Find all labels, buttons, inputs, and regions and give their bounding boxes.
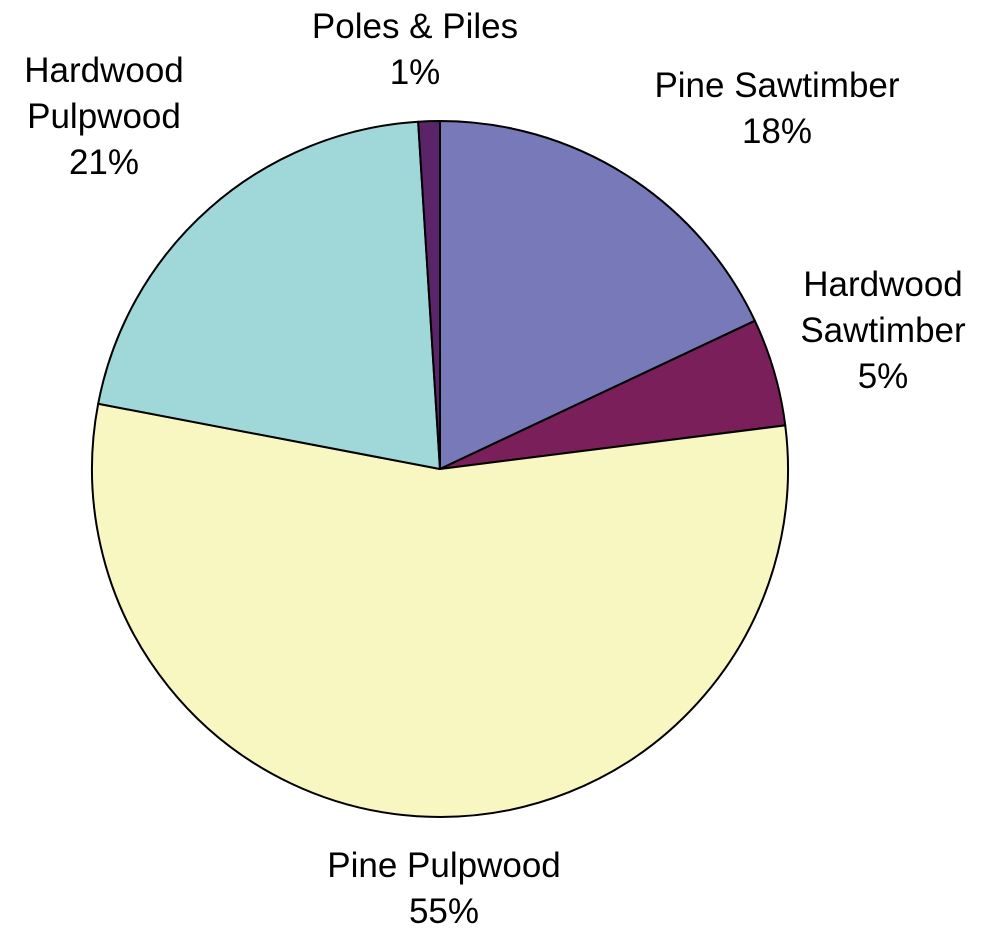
percent-label-hardwood-pulpwood: 21% [69,143,139,182]
percent-label-pine-sawtimber: 18% [742,112,812,151]
pie-labels: Pine Sawtimber 18% Hardwood Sawtimber 5% Pine… [24,7,966,931]
slice-pine-pulpwood [91,402,789,818]
percent-label-hardwood-sawtimber: 5% [858,357,909,396]
slice-poles-piles [417,120,441,470]
slice-label-pine-sawtimber: Pine Sawtimber [654,66,899,105]
slice-label-pine-pulpwood: Pine Pulpwood [327,846,561,885]
slice-label-hardwood-pulpwood: Hardwood [24,51,184,90]
percent-label-poles-piles: 1% [390,53,441,92]
slice-label-poles-piles: Poles & Piles [312,7,518,46]
percent-label-pine-pulpwood: 55% [409,892,479,931]
slice-label-hardwood-pulpwood: Pulpwood [27,97,181,136]
pie-slices [91,120,789,818]
slice-pine-sawtimber [439,120,756,470]
slice-hardwood-pulpwood [97,120,441,470]
slice-label-hardwood-sawtimber: Hardwood [803,265,963,304]
slice-label-hardwood-sawtimber: Sawtimber [800,311,966,350]
